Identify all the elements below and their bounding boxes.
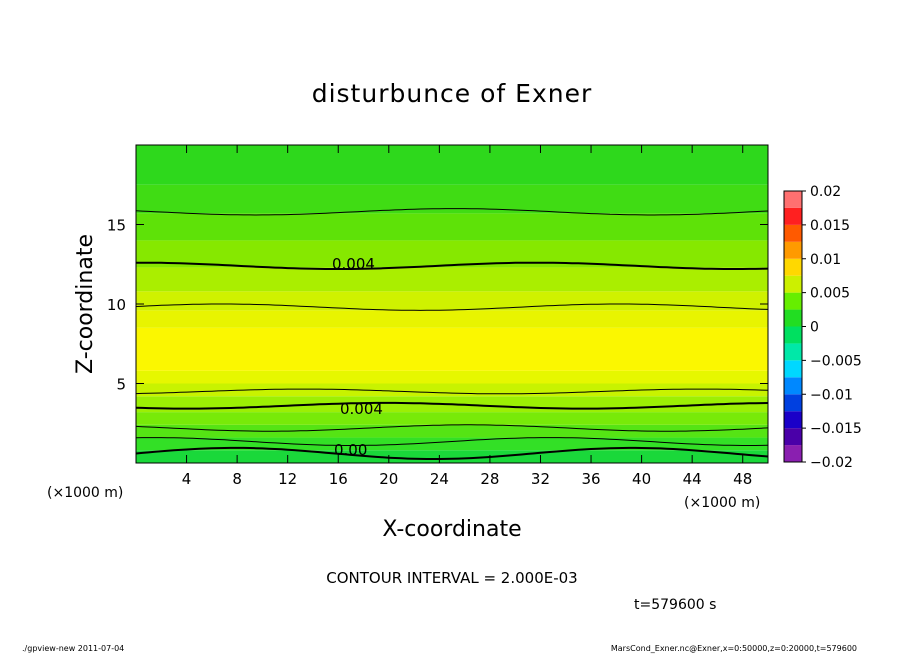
colorbar-bin-4 [784,377,802,395]
field-band-1 [136,437,768,451]
colorbar-bin-11 [784,258,802,276]
colorbar-label: 0.015 [810,218,850,234]
contour-line-5 [135,303,769,311]
y-tick-label: 10 [107,296,126,314]
field-band-8 [136,310,768,328]
colorbar-bin-13 [784,224,802,242]
x-tick-label: 4 [182,470,192,488]
colorbar-label: 0.02 [810,184,841,200]
colorbar-bin-7 [784,326,802,344]
y-tick-label: 15 [107,217,126,235]
y-tick-label: 5 [116,376,126,394]
contour-line-0 [135,446,769,460]
contour-label-upper: 0.004 [332,255,375,273]
footer-right: MarsCond_Exner.nc@Exner,x=0:50000,z=0:20… [611,644,857,653]
x-tick-label: 28 [480,470,499,488]
x-tick-label: 48 [733,470,752,488]
field-band-5 [136,383,768,397]
colorbar-label: −0.02 [810,455,853,471]
footer-left: ./gpview-new 2011-07-04 [22,644,124,653]
x-tick-label: 12 [278,470,297,488]
colorbar-label: −0.01 [810,387,853,403]
colorbar-bin-5 [784,360,802,378]
colorbar-bin-10 [784,275,802,293]
x-unit-right: (×1000 m) [684,495,760,511]
x-tick-label: 20 [379,470,398,488]
x-tick-label: 8 [232,470,242,488]
colorbar-bin-0 [784,445,802,462]
contour-line-1 [135,437,769,446]
contour-line-4 [135,388,769,395]
field-band-14 [136,145,768,185]
contour-line-2 [135,424,769,432]
field-band-9 [136,291,768,311]
x-axis-ticks: 4 8 12 16 20 24 28 32 36 40 44 48 [182,145,752,488]
colorbar-label: 0 [810,320,819,336]
field-band-2 [136,424,768,438]
contour-line-7 [135,208,769,216]
contour-line-6 [136,261,769,270]
colorbar-label: 0.01 [810,252,841,268]
y-axis-label: Z-coordinate [73,234,98,374]
contour-label-lower: 0.00 [334,441,367,459]
x-tick-label: 16 [329,470,348,488]
x-axis-label: X-coordinate [382,517,521,542]
colorbar [783,190,803,463]
colorbar-labels: 0.02 0.015 0.01 0.005 0 −0.005 −0.01 −0.015 −0.0… [802,184,862,471]
colorbar-label: −0.005 [810,353,862,369]
colorbar-bin-3 [784,394,802,412]
field-band-10 [136,267,768,292]
contour-interval-text: CONTOUR INTERVAL = 2.000E-03 [326,569,577,587]
colorbar-label: −0.015 [810,421,862,437]
x-tick-label: 40 [632,470,651,488]
colorbar-bin-12 [784,241,802,259]
x-tick-label: 32 [531,470,550,488]
colorbar-bin-9 [784,292,802,310]
contour-lines [135,208,769,460]
field-band-12 [136,213,768,241]
contour-line-3 [135,401,769,410]
x-unit-left: (×1000 m) [47,485,123,501]
chart-title: disturbunce of Exner [312,79,593,108]
colorbar-bin-2 [784,411,802,429]
time-text: t=579600 s [634,597,716,613]
field-band-3 [136,412,768,425]
colorbar-bin-8 [784,309,802,327]
field-band-6 [136,370,768,384]
colorbar-bin-15 [784,191,802,208]
x-tick-label: 36 [581,470,600,488]
colorbar-bin-1 [784,428,802,446]
x-tick-label: 24 [430,470,449,488]
colorbar-bin-6 [784,343,802,361]
colorbar-label: 0.005 [810,286,850,302]
colorbar-bin-14 [784,207,802,225]
field-band-11 [136,240,768,268]
field-band-0 [136,450,768,463]
field-band-7 [136,327,768,371]
y-axis-ticks: 5 10 15 [107,217,768,394]
contour-label-middle: 0.004 [340,400,383,418]
x-tick-label: 44 [683,470,702,488]
